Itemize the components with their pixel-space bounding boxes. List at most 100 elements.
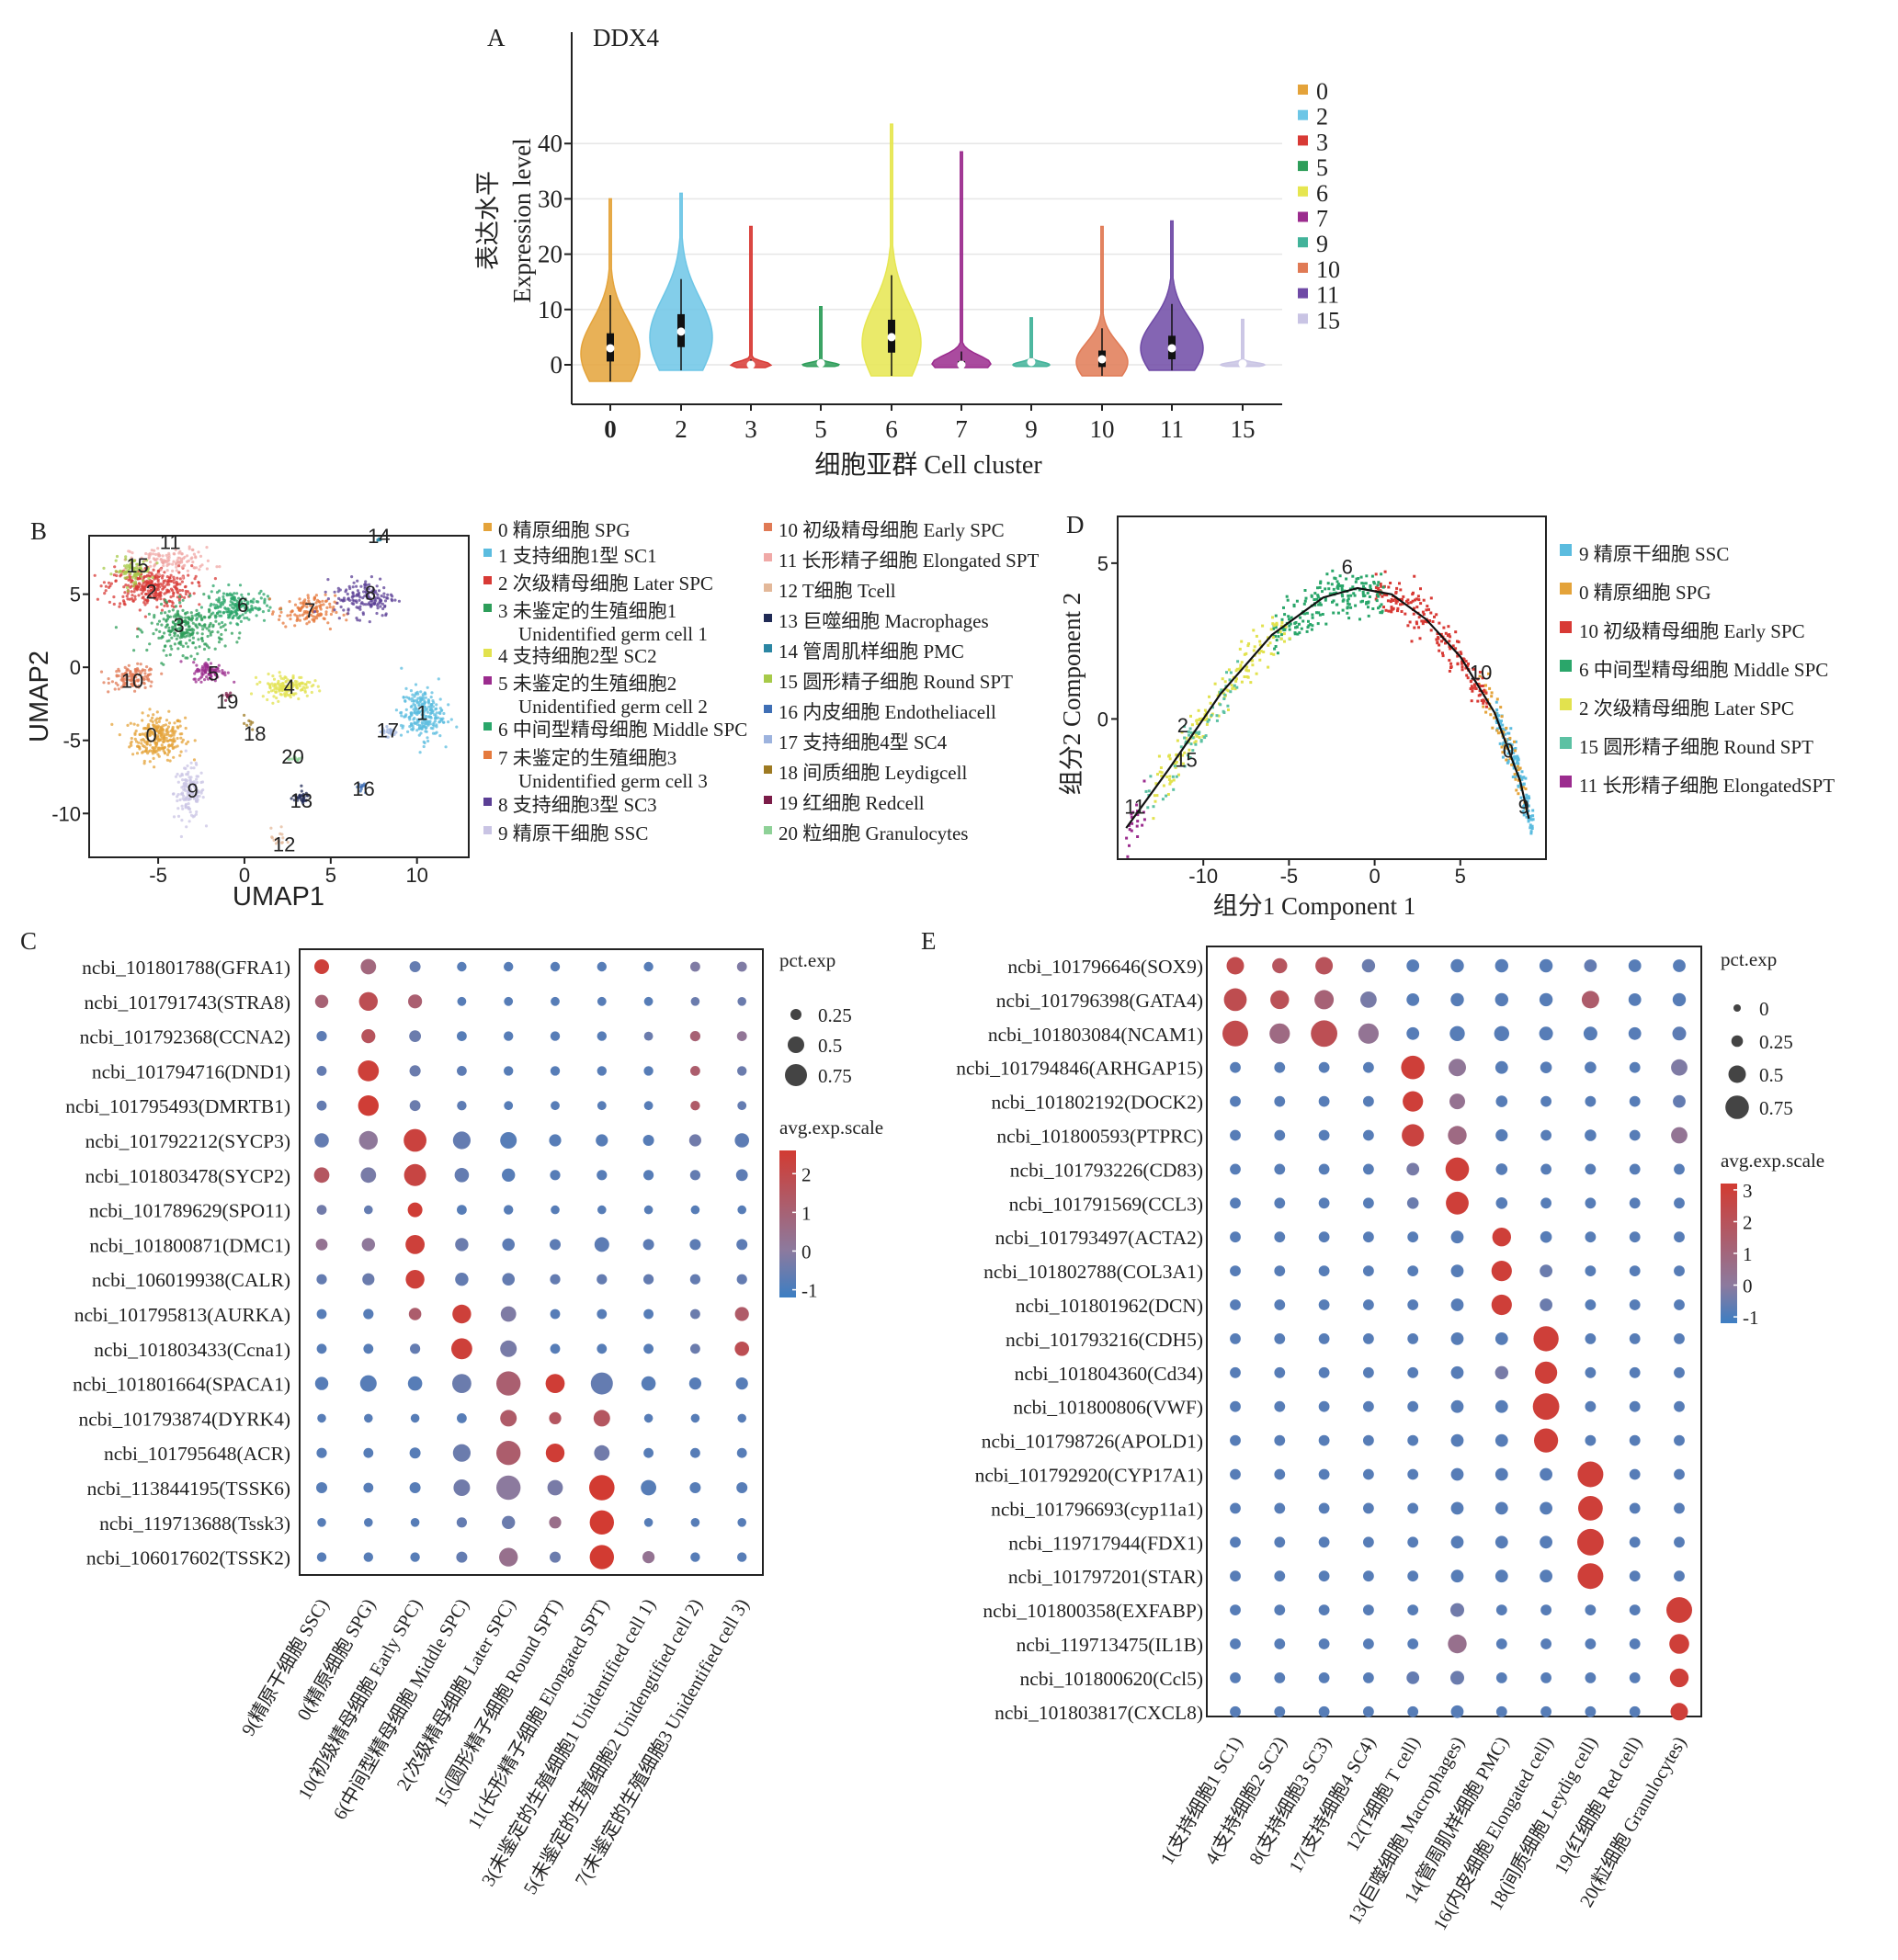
trajectory-point [1198, 736, 1201, 740]
trajectory-point [1470, 699, 1473, 703]
dotplot-gene-label: ncbi_101803084(NCAM1) [988, 1024, 1203, 1046]
trajectory-point [1516, 765, 1519, 768]
trajectory-point [1435, 638, 1438, 641]
dotplot-dot [1585, 1333, 1597, 1344]
umap-point [165, 564, 169, 568]
trajectory-point [1382, 593, 1386, 596]
umap-point [415, 722, 419, 727]
dotplot-dot [1407, 1434, 1419, 1446]
trajectory-point [1518, 766, 1522, 770]
umap-point [132, 722, 136, 726]
umap-point [177, 556, 181, 560]
trajectory-point [1166, 793, 1170, 796]
violin-cluster-6 [861, 123, 922, 377]
dotplot-dot [1629, 1299, 1641, 1310]
umap-point [426, 710, 430, 714]
trajectory-point [1446, 634, 1449, 638]
umap-point [449, 718, 453, 721]
dotplot-dot [362, 1273, 375, 1286]
umap-point [410, 711, 414, 715]
umap-point [171, 742, 175, 746]
umap-point [142, 601, 146, 605]
umap-point [180, 626, 184, 629]
trajectory-point [1221, 677, 1224, 681]
umap-point [172, 815, 176, 819]
umap-point [151, 575, 154, 580]
umap-point [188, 639, 192, 642]
dotplot-dot [452, 1131, 471, 1150]
trajectory-point [1211, 706, 1214, 709]
dotplot-dot [1577, 1528, 1604, 1556]
dotplot-size-legend-dot [1728, 1065, 1746, 1083]
umap-point [131, 584, 135, 588]
umap-point [293, 757, 297, 761]
dotplot-dot [642, 1239, 654, 1251]
umap-point [417, 703, 421, 707]
trajectory-point [1240, 640, 1244, 643]
dotplot-dot [1585, 1638, 1597, 1649]
umap-point [351, 585, 355, 589]
umap-point [435, 723, 438, 727]
dotplot-dot [737, 1066, 747, 1076]
umap-point [132, 559, 136, 562]
umap-point [379, 577, 382, 581]
umap-point [231, 606, 234, 609]
violin-median [606, 344, 615, 353]
trajectory-point [1305, 629, 1309, 633]
umap-point [369, 575, 373, 579]
umap-point [130, 740, 133, 743]
umap-point [200, 666, 204, 671]
trajectory-point [1199, 740, 1203, 743]
umap-point [147, 679, 151, 683]
umap-point [143, 674, 147, 678]
dotplot-dot [1583, 1026, 1597, 1041]
trajectory-point [1449, 635, 1452, 639]
umap-point [186, 764, 189, 768]
umap-point [157, 754, 161, 758]
trajectory-point [1194, 742, 1198, 746]
umap-point [165, 588, 169, 592]
violin-legend-label: 15 [1316, 307, 1340, 334]
umap-point [328, 602, 332, 606]
umap-point [148, 760, 152, 764]
umap-point [171, 569, 175, 573]
trajectory-point [1425, 608, 1428, 612]
dotplot-dot [1585, 1163, 1597, 1175]
trajectory-point [1338, 584, 1342, 587]
trajectory-point [1347, 597, 1350, 601]
trajectory-point [1280, 633, 1283, 637]
trajectory-point [1183, 725, 1187, 729]
trajectory-point [1351, 585, 1355, 589]
umap-point [142, 682, 146, 685]
trajectory-point [1190, 723, 1194, 727]
trajectory-point [1522, 786, 1526, 789]
umap-point [184, 766, 188, 771]
umap-point [131, 594, 134, 597]
dotplot-dot [1540, 1298, 1552, 1311]
trajectory-point [1499, 706, 1503, 709]
trajectory-point [1272, 652, 1276, 656]
trajectory-point [1495, 719, 1498, 723]
trajectory-point [1203, 708, 1207, 712]
dotplot-dot [736, 961, 747, 972]
umap-point [217, 669, 221, 674]
dotplot-gene-label: ncbi_113844195(TSSK6) [87, 1478, 290, 1500]
umap-cluster-label: 16 [352, 777, 374, 800]
trajectory-point [1269, 628, 1273, 631]
umap-point [117, 674, 120, 678]
trajectory-point [1272, 627, 1276, 630]
trajectory-point [1295, 599, 1299, 603]
trajectory-point [1374, 572, 1378, 576]
umap-point [437, 716, 440, 719]
trajectory-point [1505, 758, 1508, 762]
umap-point [116, 683, 119, 687]
umap-point [125, 595, 129, 598]
umap-point [118, 605, 121, 608]
umap-point [157, 595, 161, 598]
umap-point [157, 738, 161, 742]
dotplot-dot [550, 1551, 561, 1563]
umap-point [167, 639, 171, 642]
dotplot-dot [590, 1372, 613, 1395]
trajectory-point [1469, 687, 1472, 690]
umap-cluster-points [287, 754, 304, 763]
